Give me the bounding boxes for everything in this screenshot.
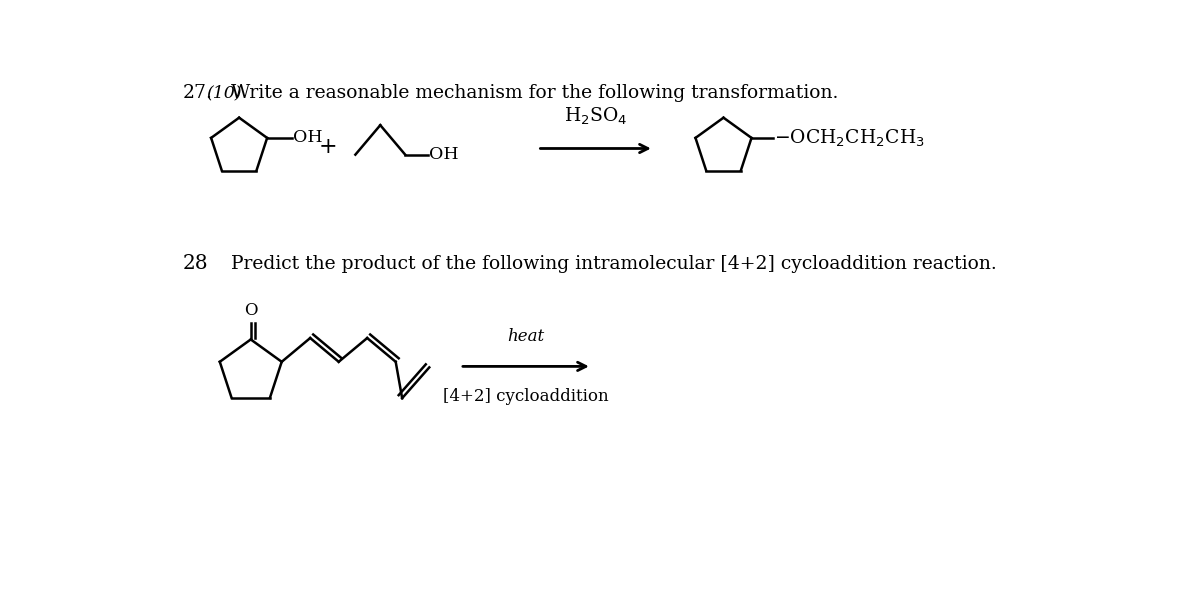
Text: heat: heat: [508, 328, 545, 345]
Text: H$_2$SO$_4$: H$_2$SO$_4$: [564, 106, 628, 127]
Text: Write a reasonable mechanism for the following transformation.: Write a reasonable mechanism for the fol…: [232, 84, 839, 102]
Text: [4+2] cycloaddition: [4+2] cycloaddition: [443, 388, 608, 405]
Text: O: O: [244, 302, 258, 319]
Text: OH: OH: [430, 146, 458, 163]
Text: 27.: 27.: [182, 84, 212, 102]
Text: +: +: [319, 136, 337, 158]
Text: (10): (10): [206, 84, 241, 101]
Text: OH: OH: [293, 129, 323, 146]
Text: Predict the product of the following intramolecular [4+2] cycloaddition reaction: Predict the product of the following int…: [232, 255, 997, 273]
Text: $-$OCH$_2$CH$_2$CH$_3$: $-$OCH$_2$CH$_2$CH$_3$: [774, 127, 925, 149]
Text: 28: 28: [182, 255, 208, 274]
